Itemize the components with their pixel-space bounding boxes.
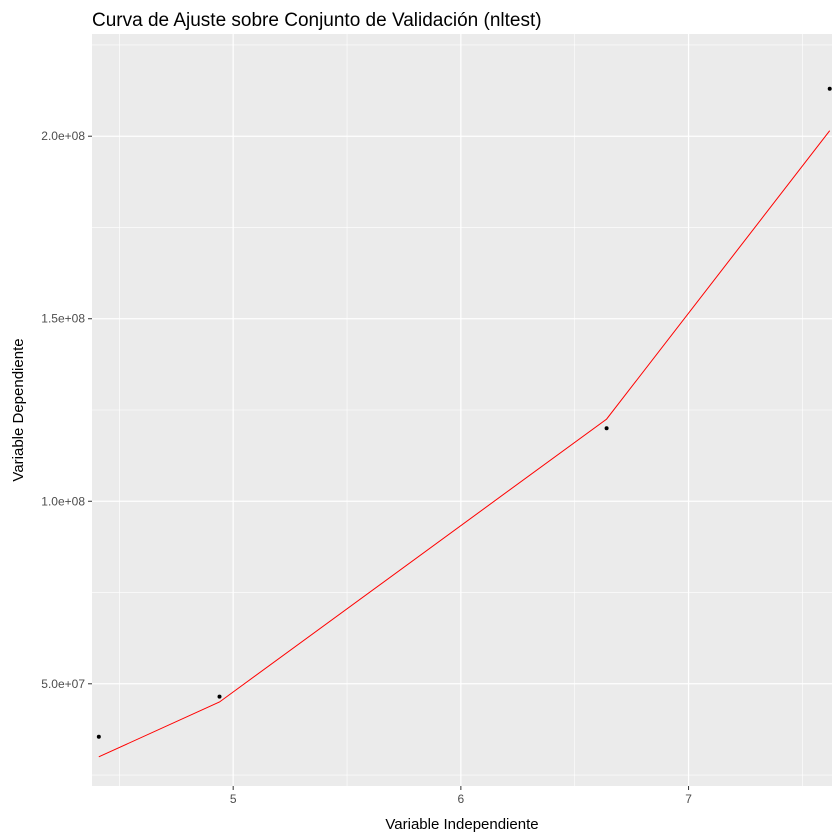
data-point bbox=[604, 426, 609, 431]
data-point bbox=[217, 694, 222, 699]
x-tick-label: 5 bbox=[230, 792, 237, 806]
chart-title: Curva de Ajuste sobre Conjunto de Valida… bbox=[92, 10, 542, 31]
y-axis-ticks: 5.0e+07 1.0e+08 1.5e+08 2.0e+08 bbox=[41, 129, 92, 691]
x-tick-label: 6 bbox=[458, 792, 465, 806]
y-axis-title: Variable Dependiente bbox=[10, 338, 27, 481]
y-tick-label: 1.5e+08 bbox=[41, 312, 85, 326]
grid-major bbox=[92, 34, 832, 786]
y-tick-label: 5.0e+07 bbox=[41, 677, 85, 691]
points-layer bbox=[96, 86, 832, 739]
x-axis-title: Variable Independiente bbox=[385, 816, 538, 833]
x-axis-ticks: 5 6 7 bbox=[230, 786, 692, 806]
data-point bbox=[96, 734, 101, 739]
fit-line-layer bbox=[98, 130, 831, 758]
x-tick-label: 7 bbox=[685, 792, 692, 806]
y-tick-label: 2.0e+08 bbox=[41, 129, 85, 143]
data-point bbox=[827, 86, 832, 91]
grid-minor bbox=[92, 34, 832, 786]
y-tick-label: 1.0e+08 bbox=[41, 494, 85, 508]
fit-line bbox=[98, 130, 831, 758]
